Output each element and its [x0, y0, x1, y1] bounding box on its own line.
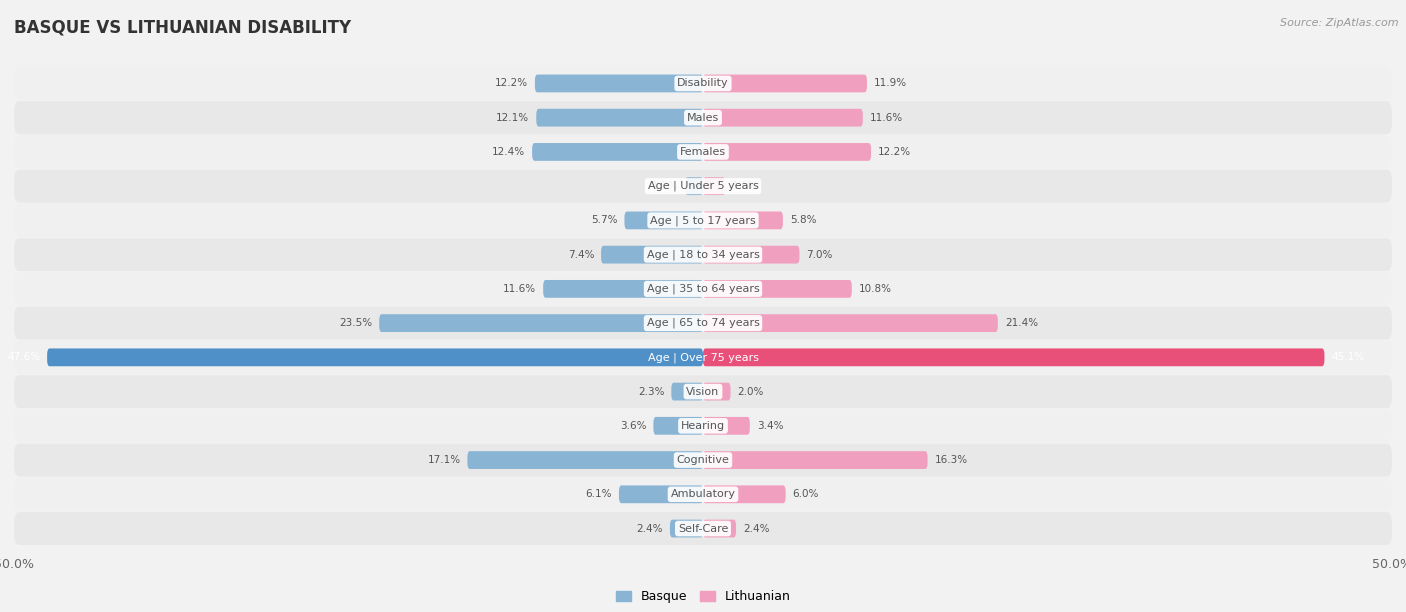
- FancyBboxPatch shape: [14, 478, 1392, 511]
- Text: 1.6%: 1.6%: [733, 181, 758, 191]
- Text: Age | 5 to 17 years: Age | 5 to 17 years: [650, 215, 756, 226]
- FancyBboxPatch shape: [703, 382, 731, 400]
- Text: Males: Males: [688, 113, 718, 122]
- Text: 3.4%: 3.4%: [756, 421, 783, 431]
- FancyBboxPatch shape: [14, 341, 1392, 374]
- Text: Source: ZipAtlas.com: Source: ZipAtlas.com: [1281, 18, 1399, 28]
- FancyBboxPatch shape: [654, 417, 703, 435]
- FancyBboxPatch shape: [703, 246, 800, 264]
- Text: Age | 18 to 34 years: Age | 18 to 34 years: [647, 250, 759, 260]
- FancyBboxPatch shape: [703, 75, 868, 92]
- Text: Vision: Vision: [686, 387, 720, 397]
- Text: Cognitive: Cognitive: [676, 455, 730, 465]
- FancyBboxPatch shape: [703, 109, 863, 127]
- Text: 6.0%: 6.0%: [793, 490, 818, 499]
- FancyBboxPatch shape: [534, 75, 703, 92]
- Text: Ambulatory: Ambulatory: [671, 490, 735, 499]
- FancyBboxPatch shape: [669, 520, 703, 537]
- Text: 12.1%: 12.1%: [496, 113, 530, 122]
- Text: 11.6%: 11.6%: [503, 284, 536, 294]
- Text: 2.4%: 2.4%: [742, 523, 769, 534]
- FancyBboxPatch shape: [380, 314, 703, 332]
- FancyBboxPatch shape: [703, 143, 872, 161]
- Text: 5.7%: 5.7%: [591, 215, 617, 225]
- FancyBboxPatch shape: [467, 451, 703, 469]
- Text: 2.3%: 2.3%: [638, 387, 665, 397]
- Text: 1.3%: 1.3%: [652, 181, 678, 191]
- Text: 12.4%: 12.4%: [492, 147, 526, 157]
- FancyBboxPatch shape: [543, 280, 703, 298]
- Text: Age | Over 75 years: Age | Over 75 years: [648, 352, 758, 362]
- Text: 2.0%: 2.0%: [738, 387, 763, 397]
- Text: 7.0%: 7.0%: [807, 250, 832, 259]
- FancyBboxPatch shape: [48, 348, 703, 366]
- FancyBboxPatch shape: [703, 520, 737, 537]
- Text: BASQUE VS LITHUANIAN DISABILITY: BASQUE VS LITHUANIAN DISABILITY: [14, 18, 352, 36]
- Text: 11.6%: 11.6%: [870, 113, 903, 122]
- Text: Age | 35 to 64 years: Age | 35 to 64 years: [647, 283, 759, 294]
- FancyBboxPatch shape: [14, 170, 1392, 203]
- Text: 16.3%: 16.3%: [935, 455, 967, 465]
- FancyBboxPatch shape: [14, 238, 1392, 271]
- FancyBboxPatch shape: [14, 375, 1392, 408]
- Text: 45.1%: 45.1%: [1331, 353, 1364, 362]
- FancyBboxPatch shape: [14, 444, 1392, 477]
- FancyBboxPatch shape: [600, 246, 703, 264]
- FancyBboxPatch shape: [14, 272, 1392, 305]
- FancyBboxPatch shape: [685, 177, 703, 195]
- Text: Females: Females: [681, 147, 725, 157]
- FancyBboxPatch shape: [703, 417, 749, 435]
- Text: Hearing: Hearing: [681, 421, 725, 431]
- Text: 23.5%: 23.5%: [339, 318, 373, 328]
- FancyBboxPatch shape: [671, 382, 703, 400]
- Text: 6.1%: 6.1%: [585, 490, 612, 499]
- Text: 5.8%: 5.8%: [790, 215, 817, 225]
- Text: 7.4%: 7.4%: [568, 250, 595, 259]
- FancyBboxPatch shape: [703, 314, 998, 332]
- Text: 12.2%: 12.2%: [495, 78, 529, 89]
- FancyBboxPatch shape: [624, 212, 703, 230]
- FancyBboxPatch shape: [14, 409, 1392, 442]
- FancyBboxPatch shape: [703, 485, 786, 503]
- FancyBboxPatch shape: [703, 451, 928, 469]
- FancyBboxPatch shape: [14, 307, 1392, 340]
- FancyBboxPatch shape: [536, 109, 703, 127]
- FancyBboxPatch shape: [531, 143, 703, 161]
- FancyBboxPatch shape: [14, 512, 1392, 545]
- FancyBboxPatch shape: [703, 280, 852, 298]
- Text: 21.4%: 21.4%: [1005, 318, 1038, 328]
- FancyBboxPatch shape: [703, 348, 1324, 366]
- FancyBboxPatch shape: [703, 177, 725, 195]
- Text: 2.4%: 2.4%: [637, 523, 664, 534]
- Text: 3.6%: 3.6%: [620, 421, 647, 431]
- Text: 47.6%: 47.6%: [7, 353, 41, 362]
- FancyBboxPatch shape: [619, 485, 703, 503]
- FancyBboxPatch shape: [703, 212, 783, 230]
- Legend: Basque, Lithuanian: Basque, Lithuanian: [610, 585, 796, 608]
- Text: Age | Under 5 years: Age | Under 5 years: [648, 181, 758, 192]
- Text: 10.8%: 10.8%: [859, 284, 891, 294]
- Text: 11.9%: 11.9%: [875, 78, 907, 89]
- FancyBboxPatch shape: [14, 101, 1392, 134]
- Text: Disability: Disability: [678, 78, 728, 89]
- Text: 17.1%: 17.1%: [427, 455, 461, 465]
- FancyBboxPatch shape: [14, 67, 1392, 100]
- FancyBboxPatch shape: [14, 135, 1392, 168]
- Text: Age | 65 to 74 years: Age | 65 to 74 years: [647, 318, 759, 329]
- Text: Self-Care: Self-Care: [678, 523, 728, 534]
- FancyBboxPatch shape: [14, 204, 1392, 237]
- Text: 12.2%: 12.2%: [877, 147, 911, 157]
